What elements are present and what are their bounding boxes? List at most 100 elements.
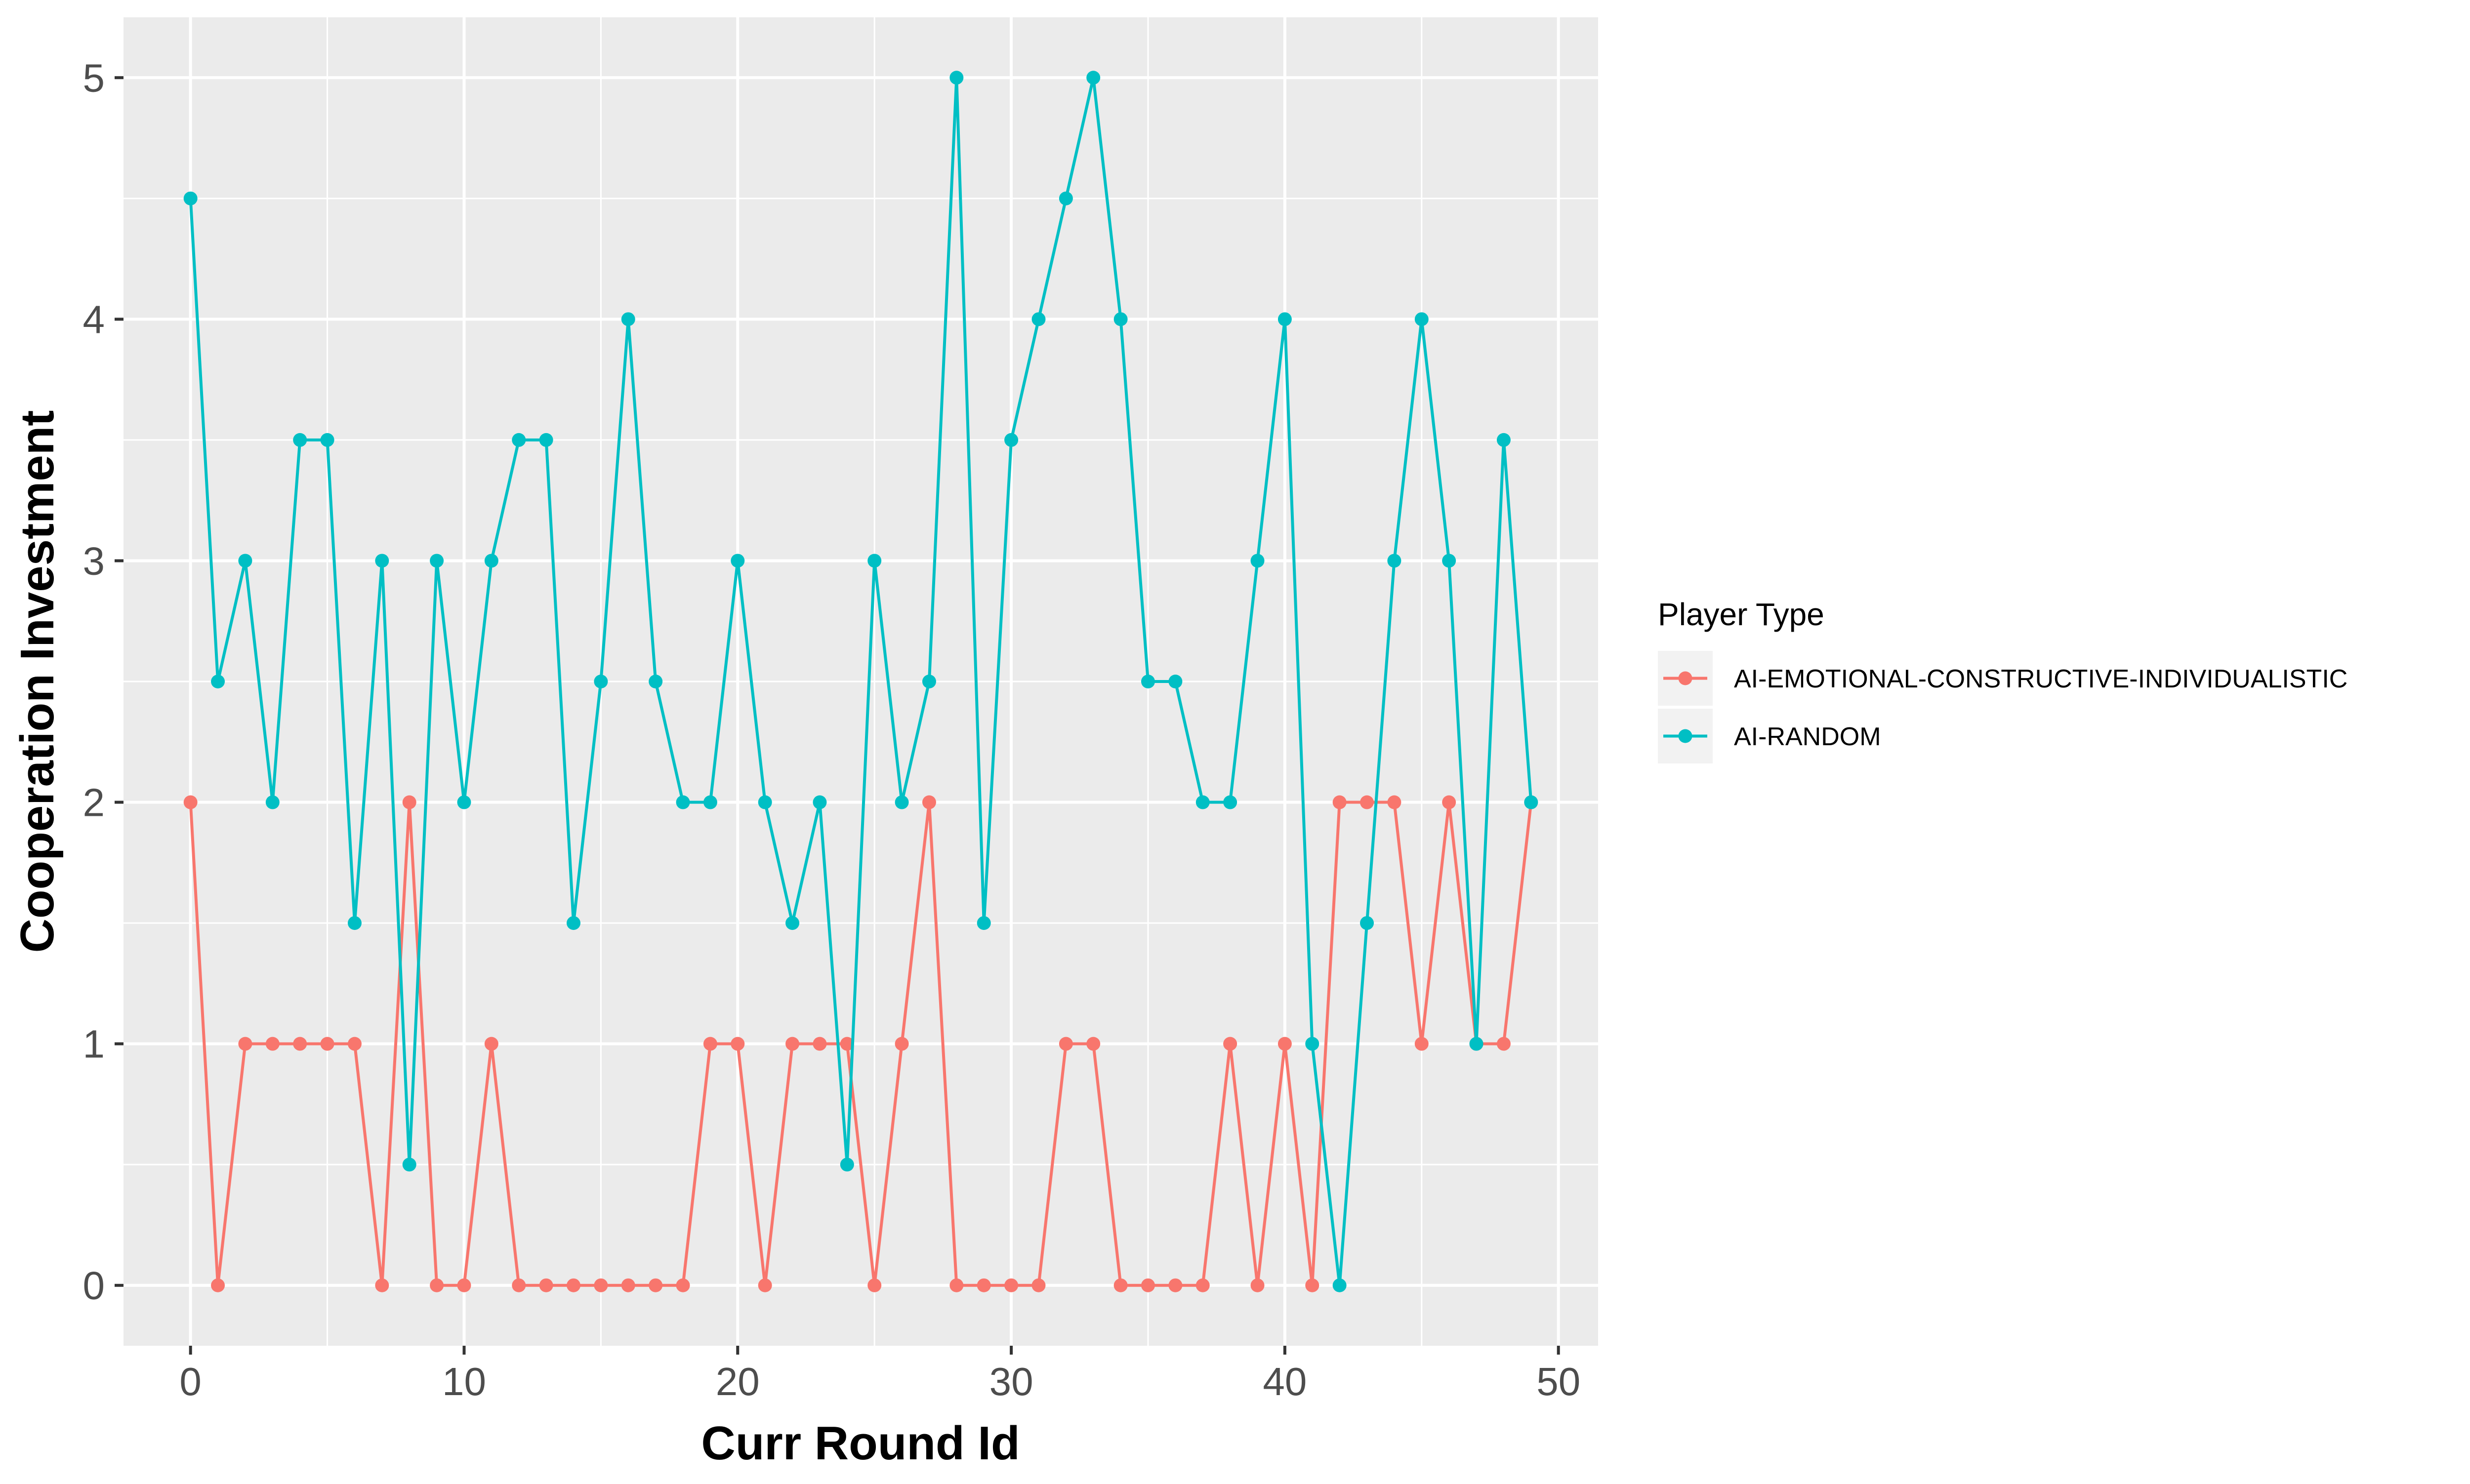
axis-ticks: 0 10 20 30 40 50 0 1 2 3 4 5: [83, 56, 1581, 1404]
data-point: [1360, 795, 1374, 809]
data-point: [293, 433, 307, 447]
data-point: [430, 554, 444, 568]
data-point: [977, 916, 991, 930]
data-point: [1469, 1037, 1483, 1051]
data-point: [1360, 916, 1374, 930]
data-point: [1332, 795, 1347, 809]
legend-item: AI-EMOTIONAL-CONSTRUCTIVE-INDIVIDUALISTI…: [1658, 651, 2347, 706]
data-point: [375, 554, 389, 568]
data-point: [484, 554, 498, 568]
y-tick-label: 5: [83, 56, 105, 100]
data-point: [1059, 1037, 1073, 1051]
data-point: [922, 675, 936, 688]
data-point: [265, 1037, 280, 1051]
data-point: [649, 675, 663, 688]
legend-key-point: [1678, 671, 1692, 685]
data-point: [320, 1037, 334, 1051]
data-point: [1141, 675, 1155, 688]
data-point: [1168, 1278, 1183, 1292]
data-point: [731, 1037, 745, 1051]
data-point: [430, 1278, 444, 1292]
data-point: [402, 1158, 416, 1172]
data-point: [1277, 312, 1292, 326]
data-point: [1277, 1037, 1292, 1051]
data-point: [320, 433, 334, 447]
y-tick-label: 3: [83, 539, 105, 583]
data-point: [238, 1037, 252, 1051]
data-point: [867, 1278, 882, 1292]
x-tick-label: 50: [1536, 1360, 1580, 1404]
data-point: [539, 433, 553, 447]
data-point: [512, 1278, 526, 1292]
legend-item: AI-RANDOM: [1658, 709, 1881, 763]
data-point: [567, 1278, 581, 1292]
data-point: [183, 795, 198, 809]
data-point: [949, 71, 964, 85]
x-tick-label: 30: [989, 1360, 1033, 1404]
x-tick-label: 10: [442, 1360, 486, 1404]
data-point: [676, 795, 690, 809]
data-point: [649, 1278, 663, 1292]
data-point: [949, 1278, 964, 1292]
data-point: [1332, 1278, 1347, 1292]
data-point: [211, 675, 225, 688]
data-point: [402, 795, 416, 809]
data-point: [567, 916, 581, 930]
data-point: [895, 1037, 909, 1051]
data-point: [813, 795, 827, 809]
data-point: [703, 1037, 717, 1051]
series-2: [183, 71, 1538, 1292]
data-point: [813, 1037, 827, 1051]
series-line: [189, 801, 1533, 1287]
data-point: [758, 1278, 772, 1292]
data-point: [1195, 795, 1210, 809]
data-point: [840, 1158, 854, 1172]
data-point: [1305, 1278, 1319, 1292]
data-point: [539, 1278, 553, 1292]
data-point: [1004, 1278, 1019, 1292]
x-axis-title: Curr Round Id: [701, 1417, 1020, 1470]
data-point: [1387, 795, 1401, 809]
data-point: [1250, 1278, 1265, 1292]
data-point: [1250, 554, 1265, 568]
data-point: [265, 795, 280, 809]
data-point: [895, 795, 909, 809]
data-point: [238, 554, 252, 568]
data-point: [1168, 675, 1183, 688]
x-tick-label: 40: [1263, 1360, 1307, 1404]
y-tick-label: 0: [83, 1264, 105, 1308]
data-point: [1223, 1037, 1237, 1051]
data-point: [347, 916, 362, 930]
data-point: [375, 1278, 389, 1292]
data-point: [457, 1278, 471, 1292]
data-point: [1113, 1278, 1128, 1292]
data-point: [1223, 795, 1237, 809]
data-point: [785, 916, 800, 930]
data-point: [1442, 795, 1456, 809]
data-point: [1524, 795, 1538, 809]
data-point: [1086, 71, 1101, 85]
x-tick-label: 0: [179, 1360, 202, 1404]
y-tick-label: 1: [83, 1022, 105, 1066]
data-point: [840, 1037, 854, 1051]
data-point: [1059, 191, 1073, 205]
data-point: [1086, 1037, 1101, 1051]
series-layer: [183, 71, 1538, 1292]
series-1: [183, 795, 1538, 1292]
data-point: [758, 795, 772, 809]
data-point: [1031, 312, 1046, 326]
data-point: [1414, 312, 1429, 326]
data-point: [621, 1278, 635, 1292]
data-point: [703, 795, 717, 809]
data-point: [731, 554, 745, 568]
data-point: [977, 1278, 991, 1292]
data-point: [1496, 433, 1511, 447]
data-point: [183, 191, 198, 205]
legend: Player Type AI-EMOTIONAL-CONSTRUCTIVE-IN…: [1658, 597, 2347, 763]
legend-label: AI-RANDOM: [1734, 722, 1881, 751]
data-point: [676, 1278, 690, 1292]
series-line: [189, 76, 1533, 1287]
data-point: [785, 1037, 800, 1051]
